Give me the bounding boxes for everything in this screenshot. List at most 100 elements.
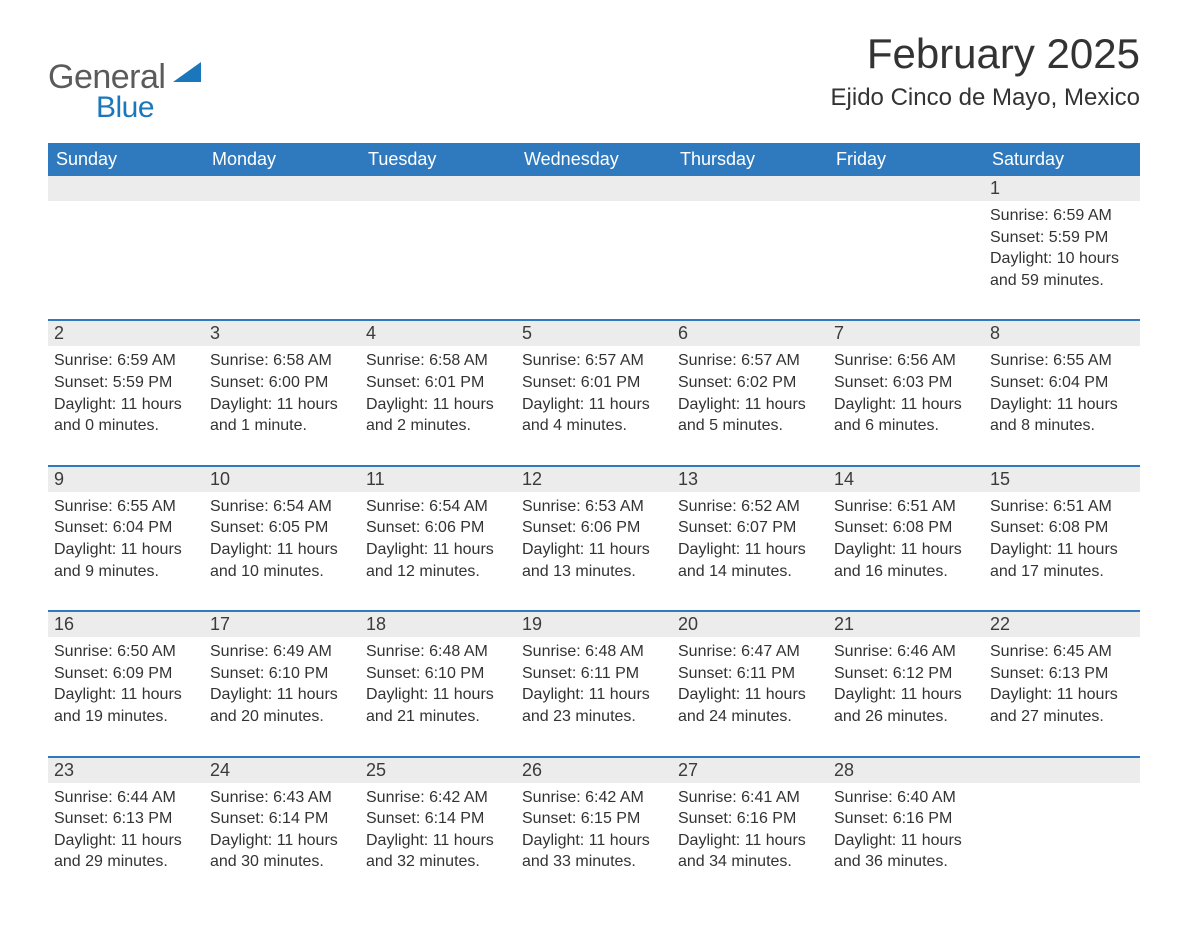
day-detail-cell: Sunrise: 6:55 AMSunset: 6:04 PMDaylight:… [48, 492, 204, 611]
sunset-text: Sunset: 6:07 PM [678, 517, 822, 539]
sunrise-text: Sunrise: 6:52 AM [678, 496, 822, 518]
day-number-cell [360, 176, 516, 201]
day-number-cell: 5 [516, 320, 672, 346]
sunrise-text: Sunrise: 6:47 AM [678, 641, 822, 663]
sunset-text: Sunset: 6:14 PM [366, 808, 510, 830]
day-detail-cell: Sunrise: 6:54 AMSunset: 6:05 PMDaylight:… [204, 492, 360, 611]
sunset-text: Sunset: 6:08 PM [834, 517, 978, 539]
day-detail-cell: Sunrise: 6:58 AMSunset: 6:01 PMDaylight:… [360, 346, 516, 465]
daylight-text: Daylight: 11 hours and 5 minutes. [678, 394, 822, 437]
day-number-row: 232425262728 [48, 757, 1140, 783]
day-number-cell: 13 [672, 466, 828, 492]
day-number-cell: 25 [360, 757, 516, 783]
day-number-cell: 1 [984, 176, 1140, 201]
day-detail-cell [48, 201, 204, 320]
daylight-text: Daylight: 11 hours and 14 minutes. [678, 539, 822, 582]
day-number-cell: 26 [516, 757, 672, 783]
sunrise-text: Sunrise: 6:54 AM [366, 496, 510, 518]
day-detail-cell: Sunrise: 6:40 AMSunset: 6:16 PMDaylight:… [828, 783, 984, 901]
sunset-text: Sunset: 6:02 PM [678, 372, 822, 394]
sunrise-text: Sunrise: 6:41 AM [678, 787, 822, 809]
daylight-text: Daylight: 11 hours and 10 minutes. [210, 539, 354, 582]
sunrise-text: Sunrise: 6:59 AM [54, 350, 198, 372]
sunrise-text: Sunrise: 6:50 AM [54, 641, 198, 663]
day-number-cell: 11 [360, 466, 516, 492]
sunset-text: Sunset: 6:06 PM [522, 517, 666, 539]
daylight-text: Daylight: 10 hours and 59 minutes. [990, 248, 1134, 291]
day-detail-cell [516, 201, 672, 320]
daylight-text: Daylight: 11 hours and 12 minutes. [366, 539, 510, 582]
day-number-cell [516, 176, 672, 201]
day-detail-cell: Sunrise: 6:54 AMSunset: 6:06 PMDaylight:… [360, 492, 516, 611]
sunset-text: Sunset: 6:01 PM [522, 372, 666, 394]
day-detail-row: Sunrise: 6:59 AMSunset: 5:59 PM Daylight:… [48, 346, 1140, 465]
sunset-text: Sunset: 6:13 PM [990, 663, 1134, 685]
day-detail-cell: Sunrise: 6:48 AMSunset: 6:11 PMDaylight:… [516, 637, 672, 756]
day-number-cell [828, 176, 984, 201]
sunset-text: Sunset: 6:09 PM [54, 663, 198, 685]
sunrise-text: Sunrise: 6:44 AM [54, 787, 198, 809]
daylight-text: Daylight: 11 hours and 17 minutes. [990, 539, 1134, 582]
day-detail-cell: Sunrise: 6:42 AMSunset: 6:15 PMDaylight:… [516, 783, 672, 901]
day-detail-row: Sunrise: 6:59 AMSunset: 5:59 PMDaylight:… [48, 201, 1140, 320]
sunrise-text: Sunrise: 6:45 AM [990, 641, 1134, 663]
sunrise-text: Sunrise: 6:57 AM [522, 350, 666, 372]
day-detail-cell [204, 201, 360, 320]
daylight-text: Daylight: 11 hours and 16 minutes. [834, 539, 978, 582]
day-number-cell: 2 [48, 320, 204, 346]
day-number-cell: 10 [204, 466, 360, 492]
day-number-cell: 6 [672, 320, 828, 346]
day-number-row: 16171819202122 [48, 611, 1140, 637]
daylight-text: Daylight: 11 hours and 6 minutes. [834, 394, 978, 437]
day-detail-cell: Sunrise: 6:52 AMSunset: 6:07 PMDaylight:… [672, 492, 828, 611]
day-number-cell [48, 176, 204, 201]
sunrise-text: Sunrise: 6:55 AM [990, 350, 1134, 372]
sunrise-text: Sunrise: 6:55 AM [54, 496, 198, 518]
day-number-cell: 16 [48, 611, 204, 637]
sunset-text: Sunset: 6:12 PM [834, 663, 978, 685]
day-detail-row: Sunrise: 6:44 AMSunset: 6:13 PMDaylight:… [48, 783, 1140, 901]
daylight-text: Daylight: 11 hours and 23 minutes. [522, 684, 666, 727]
day-detail-cell [672, 201, 828, 320]
day-number-cell: 18 [360, 611, 516, 637]
dow-header: Wednesday [516, 143, 672, 176]
location: Ejido Cinco de Mayo, Mexico [831, 84, 1140, 112]
day-number-cell: 9 [48, 466, 204, 492]
day-detail-cell: Sunrise: 6:44 AMSunset: 6:13 PMDaylight:… [48, 783, 204, 901]
daylight-text: Daylight: 11 hours and 29 minutes. [54, 830, 198, 873]
day-number-cell: 27 [672, 757, 828, 783]
sunset-text: Sunset: 6:10 PM [210, 663, 354, 685]
daylight-text: Daylight: 11 hours and 20 minutes. [210, 684, 354, 727]
daylight-text: Daylight: 11 hours and 9 minutes. [54, 539, 198, 582]
day-detail-cell: Sunrise: 6:58 AMSunset: 6:00 PMDaylight:… [204, 346, 360, 465]
sunset-text: Sunset: 6:11 PM [678, 663, 822, 685]
sunrise-text: Sunrise: 6:57 AM [678, 350, 822, 372]
day-detail-cell: Sunrise: 6:45 AMSunset: 6:13 PMDaylight:… [984, 637, 1140, 756]
sunrise-text: Sunrise: 6:48 AM [366, 641, 510, 663]
day-number-cell [984, 757, 1140, 783]
day-number-cell: 23 [48, 757, 204, 783]
day-detail-row: Sunrise: 6:55 AMSunset: 6:04 PMDaylight:… [48, 492, 1140, 611]
sunset-text: Sunset: 5:59 PM [990, 227, 1134, 249]
day-number-cell [672, 176, 828, 201]
sunset-text: Sunset: 6:14 PM [210, 808, 354, 830]
sunset-text: Sunset: 6:15 PM [522, 808, 666, 830]
sunset-text: Sunset: 6:08 PM [990, 517, 1134, 539]
header: General Blue February 2025 Ejido Cinco d… [48, 30, 1140, 131]
sunset-text: Sunset: 6:06 PM [366, 517, 510, 539]
day-detail-cell: Sunrise: 6:57 AMSunset: 6:02 PMDaylight:… [672, 346, 828, 465]
day-detail-cell: Sunrise: 6:50 AMSunset: 6:09 PMDaylight:… [48, 637, 204, 756]
day-detail-cell [984, 783, 1140, 901]
sunrise-text: Sunrise: 6:58 AM [366, 350, 510, 372]
daylight-text: Daylight: 11 hours and 8 minutes. [990, 394, 1134, 437]
sunrise-text: Sunrise: 6:42 AM [522, 787, 666, 809]
daylight-text: Daylight: 11 hours and 21 minutes. [366, 684, 510, 727]
day-detail-row: Sunrise: 6:50 AMSunset: 6:09 PM Daylight:… [48, 637, 1140, 756]
dow-header: Monday [204, 143, 360, 176]
title-block: February 2025 Ejido Cinco de Mayo, Mexic… [831, 30, 1140, 112]
day-number-cell: 17 [204, 611, 360, 637]
sunrise-text: Sunrise: 6:46 AM [834, 641, 978, 663]
sunset-text: Sunset: 5:59 PM [54, 372, 198, 394]
day-detail-cell: Sunrise: 6:53 AMSunset: 6:06 PMDaylight:… [516, 492, 672, 611]
day-number-cell: 20 [672, 611, 828, 637]
